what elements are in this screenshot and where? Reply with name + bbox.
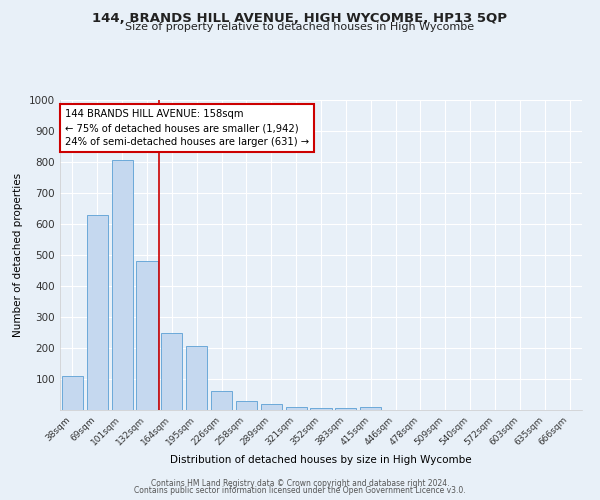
Bar: [236, 402, 257, 410]
Text: Contains HM Land Registry data © Crown copyright and database right 2024.: Contains HM Land Registry data © Crown c…: [151, 478, 449, 488]
Bar: [211, 391, 232, 410]
Bar: [261, 404, 282, 410]
Bar: [360, 407, 381, 410]
X-axis label: Distribution of detached houses by size in High Wycombe: Distribution of detached houses by size …: [170, 456, 472, 466]
Text: 144, BRANDS HILL AVENUE, HIGH WYCOMBE, HP13 5QP: 144, BRANDS HILL AVENUE, HIGH WYCOMBE, H…: [92, 12, 508, 26]
Bar: [286, 407, 307, 410]
Bar: [161, 332, 182, 410]
Bar: [136, 261, 158, 410]
Text: Size of property relative to detached houses in High Wycombe: Size of property relative to detached ho…: [125, 22, 475, 32]
Text: Contains public sector information licensed under the Open Government Licence v3: Contains public sector information licen…: [134, 486, 466, 495]
Bar: [112, 160, 133, 410]
Bar: [87, 214, 108, 410]
Bar: [186, 346, 207, 410]
Bar: [62, 376, 83, 410]
Text: 144 BRANDS HILL AVENUE: 158sqm
← 75% of detached houses are smaller (1,942)
24% : 144 BRANDS HILL AVENUE: 158sqm ← 75% of …: [65, 110, 310, 148]
Bar: [310, 408, 332, 410]
Y-axis label: Number of detached properties: Number of detached properties: [13, 173, 23, 337]
Bar: [335, 408, 356, 410]
